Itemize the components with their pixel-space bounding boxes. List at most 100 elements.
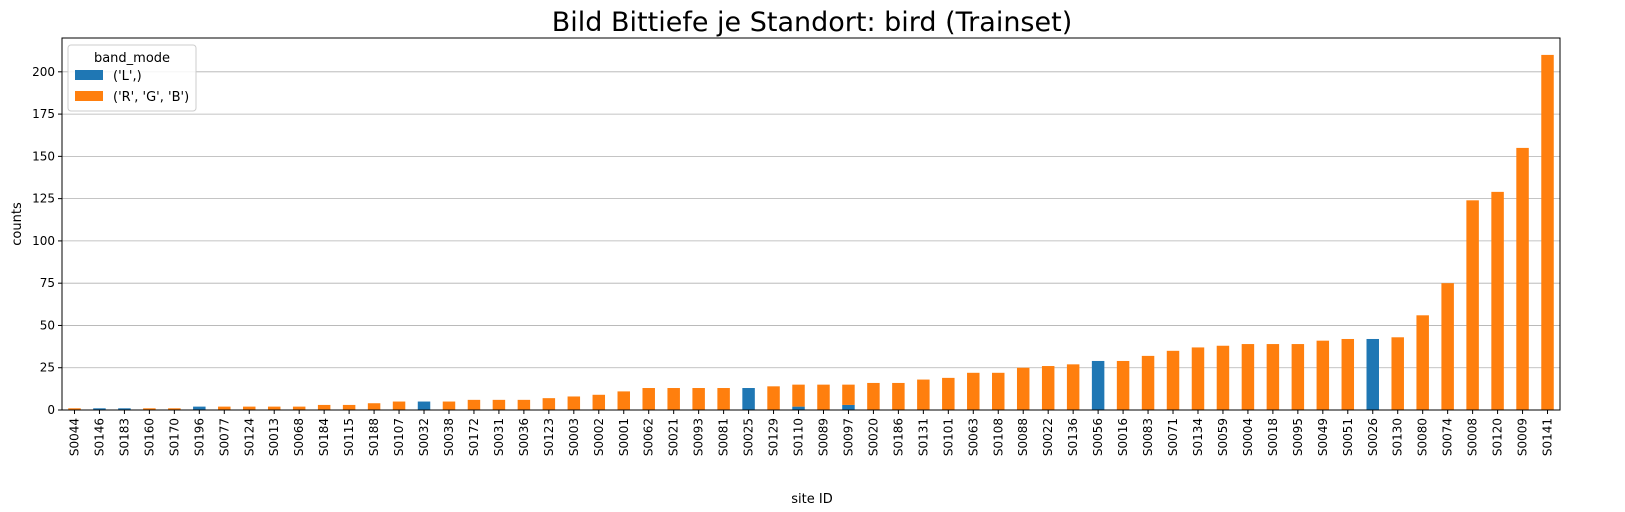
- bar-S0016-RGB: [1116, 360, 1130, 410]
- x-tick-label: S0081: [717, 418, 731, 456]
- bar-S0077-RGB: [218, 406, 231, 410]
- x-tick-label: S0004: [1241, 418, 1255, 456]
- x-tick-label: S0021: [667, 418, 681, 456]
- chart-title: Bild Bittiefe je Standort: bird (Trainse…: [552, 7, 1072, 38]
- bar-S0184-RGB: [317, 404, 331, 410]
- x-tick-label: S0134: [1191, 418, 1205, 456]
- bar-S0021-RGB: [667, 388, 680, 410]
- x-tick-label: S0089: [816, 418, 830, 456]
- bar-S0183-L: [118, 408, 131, 410]
- x-tick-label: S0120: [1491, 418, 1505, 456]
- bar-S0056-L: [1091, 360, 1105, 410]
- bar-S0038-RGB: [442, 401, 456, 410]
- bar-S0020-RGB: [867, 382, 880, 410]
- bar-S0026-L: [1366, 338, 1379, 410]
- bar-S0001-RGB: [617, 391, 630, 410]
- legend-swatch-RGB: [75, 91, 103, 101]
- bar-S0108-RGB: [992, 372, 1005, 410]
- x-tick-label: S0123: [542, 418, 556, 456]
- bar-S0074-RGB: [1441, 283, 1454, 410]
- x-tick-label: S0088: [1016, 418, 1030, 456]
- x-tick-label: S0002: [592, 418, 606, 456]
- y-axis-label: counts: [10, 202, 25, 246]
- x-tick-label: S0044: [67, 418, 81, 456]
- bar-S0120-RGB: [1491, 191, 1504, 410]
- gridlines: [62, 71, 1560, 369]
- bar-S0022-RGB: [1041, 366, 1055, 410]
- bar-S0031-RGB: [492, 399, 506, 410]
- bar-S0025-L: [742, 388, 755, 410]
- x-tick-label: S0026: [1366, 418, 1380, 456]
- bar-S0172-RGB: [467, 399, 481, 410]
- x-tick-label: S0031: [492, 418, 506, 456]
- bar-S0062-RGB: [642, 388, 655, 410]
- bar-S0080-RGB: [1416, 315, 1429, 410]
- bar-S0134-RGB: [1191, 347, 1205, 410]
- x-tick-label: S0093: [692, 418, 706, 456]
- bar-S0110-RGB: [792, 384, 805, 407]
- bar-S0170-RGB: [168, 408, 181, 410]
- x-tick-label: S0129: [767, 418, 781, 456]
- y-tick-label: 200: [32, 65, 55, 79]
- x-tick-label: S0110: [792, 418, 806, 456]
- bar-S0146-L: [93, 408, 106, 410]
- x-tick-label: S0038: [442, 418, 456, 456]
- x-tick-label: S0022: [1041, 418, 1055, 456]
- x-tick-label: S0063: [966, 418, 980, 456]
- legend-label-L: ('L',): [113, 69, 142, 84]
- y-tick-label: 150: [32, 149, 55, 163]
- x-tick-label: S0108: [991, 418, 1005, 456]
- bar-S0059-RGB: [1216, 345, 1230, 410]
- x-tick-label: S0107: [392, 418, 406, 456]
- x-tick-label: S0172: [467, 418, 481, 456]
- bar-S0141-RGB: [1541, 54, 1554, 411]
- bar-S0136-RGB: [1066, 364, 1080, 410]
- x-tick-label: S0097: [841, 418, 855, 456]
- bar-S0110-L: [792, 406, 805, 410]
- bar-S0095-RGB: [1291, 344, 1305, 410]
- x-tick-label: S0025: [742, 418, 756, 456]
- bar-S0124-RGB: [243, 406, 256, 410]
- x-tick-label: S0080: [1416, 418, 1430, 456]
- y-tick-label: 25: [40, 361, 55, 375]
- bar-S0008-RGB: [1466, 200, 1479, 410]
- bar-S0071-RGB: [1166, 350, 1180, 410]
- x-tick-label: S0018: [1266, 418, 1280, 456]
- legend-title: band_mode: [94, 51, 170, 66]
- x-tick-label: S0036: [517, 418, 531, 456]
- x-tick-label: S0083: [1141, 418, 1155, 456]
- x-tick-label: S0059: [1216, 418, 1230, 456]
- bar-S0129-RGB: [767, 386, 780, 410]
- bar-S0130-RGB: [1391, 337, 1404, 410]
- x-tick-label: S0141: [1541, 418, 1555, 456]
- y-tick-label: 50: [40, 318, 55, 332]
- bar-S0107-RGB: [392, 401, 406, 410]
- bar-S0188-RGB: [367, 403, 381, 410]
- bar-S0063-RGB: [967, 372, 980, 410]
- x-tick-label: S0136: [1066, 418, 1080, 456]
- x-tick-label: S0170: [167, 418, 181, 456]
- plot-frame: [61, 37, 1561, 411]
- bar-S0093-RGB: [692, 388, 705, 410]
- x-tick-label: S0186: [891, 418, 905, 456]
- bar-S0032-L: [417, 401, 431, 410]
- y-tick-label: 75: [40, 276, 55, 290]
- y-tick-label: 0: [47, 403, 55, 417]
- x-tick-label: S0009: [1516, 418, 1530, 456]
- x-tick-label: S0016: [1116, 418, 1130, 456]
- x-tick-label: S0001: [617, 418, 631, 456]
- x-tick-label: S0020: [866, 418, 880, 456]
- x-axis: S0044 S0146 S0183 S0160 S0170 S0196 S0077 S0124…: [67, 410, 1555, 456]
- legend-swatch-L: [75, 70, 103, 80]
- x-axis-label: site ID: [791, 492, 832, 507]
- bar-S0123-RGB: [542, 398, 556, 410]
- x-tick-label: S0160: [142, 418, 156, 456]
- x-tick-label: S0074: [1441, 418, 1455, 456]
- bar-S0196-L: [193, 406, 206, 410]
- bar-S0003-RGB: [567, 396, 581, 410]
- bar-S0101-RGB: [942, 377, 955, 410]
- bar-S0068-RGB: [292, 406, 306, 410]
- x-tick-label: S0049: [1316, 418, 1330, 456]
- x-tick-label: S0013: [267, 418, 281, 456]
